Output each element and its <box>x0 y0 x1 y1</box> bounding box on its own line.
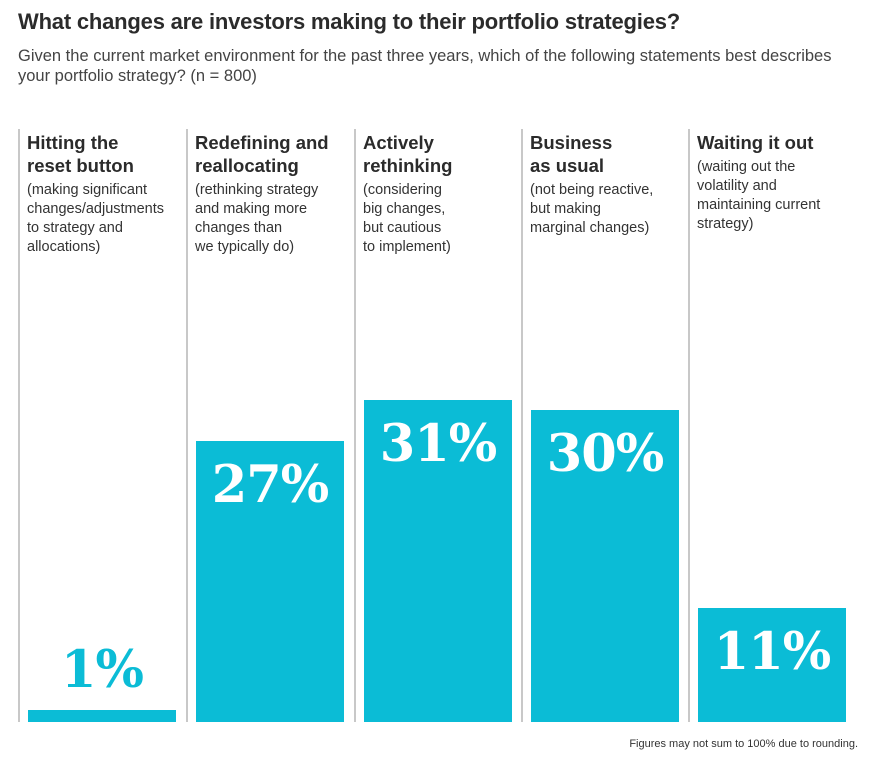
category-description-line: but cautious <box>363 220 442 236</box>
footnote: Figures may not sum to 100% due to round… <box>629 738 858 750</box>
category-description: (considering big changes, but cautious to i… <box>363 181 523 257</box>
category-description-line: (making significant <box>27 182 148 198</box>
data-label: 31% <box>379 414 497 474</box>
category-description-line: (considering <box>363 182 442 198</box>
bar <box>531 410 679 722</box>
category-label-line: as usual <box>530 155 605 176</box>
bar <box>698 608 846 722</box>
category-description-line: strategy) <box>697 216 754 232</box>
bar <box>364 400 512 722</box>
category-description-line: (waiting out the <box>697 159 796 175</box>
category-label-line: Actively <box>363 132 434 153</box>
column-header-4: Business as usual (not being reactive, but … <box>530 131 690 238</box>
data-label: 30% <box>546 424 664 484</box>
category-label: Business as usual <box>530 131 690 177</box>
chart-title: What changes are investors making to the… <box>18 9 681 34</box>
category-description-line: to strategy and <box>27 220 123 236</box>
category-description-line: changes/adjustments <box>27 201 165 217</box>
column-header-1: Hitting the reset button (making significa… <box>27 131 187 257</box>
category-description-line: volatility and <box>697 178 777 194</box>
bar <box>28 710 176 722</box>
category-description-line: big changes, <box>363 201 446 217</box>
category-description-line: to implement) <box>363 239 451 255</box>
category-label-line: Redefining and <box>195 132 329 153</box>
chart-subtitle: Given the current market environment for… <box>18 47 832 85</box>
column-divider <box>688 129 690 722</box>
bar <box>196 441 344 722</box>
category-label-line: Business <box>530 132 613 153</box>
category-description-line: maintaining current <box>697 197 821 213</box>
category-description-line: but making <box>530 201 601 217</box>
category-description-line: marginal changes) <box>530 220 650 236</box>
category-description-line: we typically do) <box>195 239 295 255</box>
column-divider <box>18 129 20 722</box>
category-description-line: allocations) <box>27 239 101 255</box>
category-description: (making significant changes/adjustments to… <box>27 181 187 257</box>
category-description: (waiting out the volatility and maintainin… <box>697 158 857 234</box>
category-description-line: (not being reactive, <box>530 182 654 198</box>
category-description: (rethinking strategy and making more chang… <box>195 181 355 257</box>
category-label: Waiting it out <box>697 131 857 154</box>
data-label: 27% <box>211 455 329 515</box>
category-label-line: Hitting the <box>27 132 119 153</box>
column-divider <box>354 129 356 722</box>
category-label: Redefining and reallocating <box>195 131 355 177</box>
column-header-2: Redefining and reallocating (rethinking st… <box>195 131 355 257</box>
column-divider <box>521 129 523 722</box>
data-label: 1% <box>61 640 144 700</box>
category-description: (not being reactive, but making marginal c… <box>530 181 690 238</box>
category-label-line: reset button <box>27 155 134 176</box>
category-label: Actively rethinking <box>363 131 523 177</box>
category-description-line: and making more <box>195 201 308 217</box>
category-label-line: reallocating <box>195 155 299 176</box>
category-description-line: (rethinking strategy <box>195 182 319 198</box>
column-header-5: Waiting it out (waiting out the volatility… <box>697 131 857 234</box>
data-label: 11% <box>713 622 831 682</box>
category-label: Hitting the reset button <box>27 131 187 177</box>
column-header-3: Actively rethinking (considering big change… <box>363 131 523 257</box>
column-divider <box>186 129 188 722</box>
category-label-line: Waiting it out <box>697 132 814 153</box>
category-description-line: changes than <box>195 220 283 236</box>
category-label-line: rethinking <box>363 155 453 176</box>
